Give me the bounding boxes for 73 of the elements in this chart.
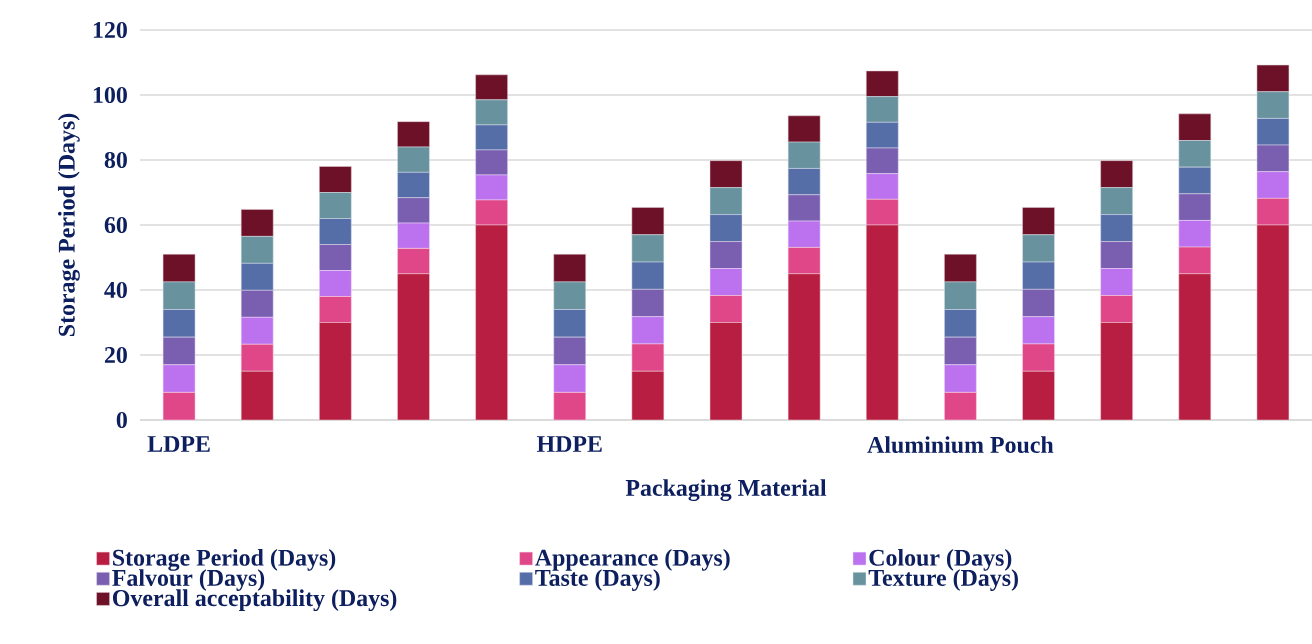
- bar: [709, 322, 743, 421]
- bar: [1022, 207, 1055, 235]
- bar: [162, 364, 196, 393]
- y-tick-label: 20: [104, 346, 127, 364]
- y-tick-label: 100: [93, 86, 127, 104]
- bar: [319, 296, 352, 323]
- bar: [1022, 343, 1055, 372]
- bar: [162, 254, 196, 283]
- bar: [1256, 171, 1290, 199]
- bar: [787, 115, 821, 143]
- bar: [397, 121, 430, 148]
- bar: [866, 173, 899, 200]
- x-tick-label: HDPE: [536, 436, 602, 452]
- bar: [866, 70, 899, 97]
- bar: [397, 222, 430, 249]
- bar: [162, 392, 196, 421]
- bar: [1256, 64, 1290, 92]
- bar: [1022, 371, 1055, 421]
- legend-label: Colour (Days): [869, 548, 1012, 571]
- bar: [631, 343, 665, 372]
- bar: [240, 344, 274, 372]
- bar: [240, 209, 274, 237]
- bar: [944, 254, 977, 283]
- bar: [1256, 224, 1290, 421]
- x-tick-label: Aluminium Pouch: [867, 436, 1054, 454]
- y-tick-label: 80: [104, 151, 127, 169]
- bar: [709, 160, 743, 188]
- bar: [475, 174, 508, 201]
- bar: [397, 273, 430, 421]
- bar: [1178, 113, 1212, 141]
- bar: [1100, 322, 1133, 421]
- bar: [709, 268, 743, 296]
- bar: [944, 364, 977, 393]
- y-tick-label: 60: [104, 216, 127, 234]
- legend-label: Appearance (Days): [535, 548, 730, 571]
- bar: [1178, 273, 1212, 421]
- bar: [553, 364, 586, 393]
- bar: [1100, 295, 1133, 323]
- bar: [631, 316, 665, 345]
- bar: [787, 273, 821, 421]
- bar: [475, 74, 508, 101]
- y-tick-label: 40: [104, 281, 127, 299]
- bar: [866, 199, 899, 226]
- bar: [1100, 160, 1133, 188]
- bar: [787, 247, 821, 274]
- x-axis-title: Packaging Material: [625, 479, 827, 502]
- bar: [631, 207, 665, 235]
- legend-label: Taste (Days): [535, 569, 660, 591]
- bar: [1100, 268, 1133, 296]
- bar: [866, 224, 899, 421]
- bar: [1022, 316, 1055, 345]
- bar: [319, 166, 352, 193]
- bar: [319, 322, 352, 421]
- bar: [787, 220, 821, 248]
- y-tick-label: 0: [116, 411, 127, 429]
- bar: [1178, 246, 1212, 274]
- bar: [475, 199, 508, 226]
- bar: [1256, 198, 1290, 226]
- bar: [319, 270, 352, 297]
- x-tick-label: LDPE: [147, 436, 210, 452]
- bar: [631, 371, 665, 421]
- bar: [553, 254, 586, 283]
- y-tick-label: 120: [93, 21, 127, 39]
- bar: [1178, 220, 1212, 248]
- bar: [475, 224, 508, 421]
- bar: [397, 248, 430, 274]
- bar: [709, 295, 743, 323]
- bar: [944, 392, 977, 421]
- bar: [240, 371, 274, 421]
- legend-label: Overall acceptability (Days): [112, 589, 397, 612]
- bar: [240, 317, 274, 345]
- y-axis-title: Storage Period (Days): [57, 113, 80, 336]
- bar: [553, 392, 586, 421]
